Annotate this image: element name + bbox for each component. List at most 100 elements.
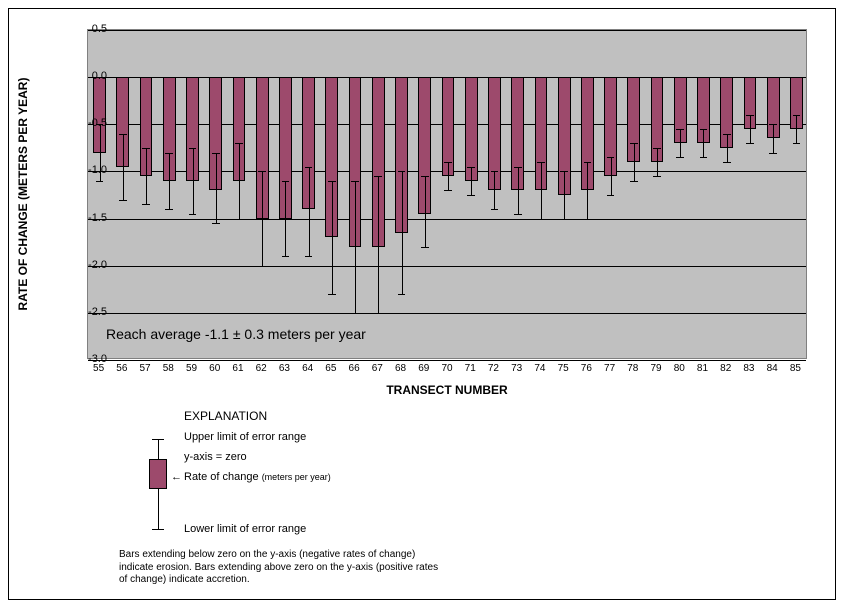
error-upper-cap: [467, 167, 475, 168]
error-upper-cap: [165, 153, 173, 154]
x-tick-label: 84: [767, 363, 778, 374]
x-axis-title: TRANSECT NUMBER: [87, 383, 807, 397]
error-lower-cap: [119, 200, 127, 201]
error-upper-cap: [676, 129, 684, 130]
error-upper: [494, 171, 495, 190]
error-lower: [541, 190, 542, 218]
y-tick-label: 0.0: [67, 70, 107, 82]
error-lower: [773, 138, 774, 152]
error-upper: [169, 153, 170, 181]
error-lower: [402, 233, 403, 294]
error-lower: [123, 167, 124, 200]
error-upper-cap: [630, 143, 638, 144]
error-lower: [332, 237, 333, 294]
error-upper-cap: [305, 167, 313, 168]
error-upper-cap: [746, 115, 754, 116]
x-tick-label: 71: [465, 363, 476, 374]
error-lower-cap: [769, 153, 777, 154]
reach-annotation: Reach average -1.1 ± 0.3 meters per year: [106, 326, 366, 342]
y-tick-label: -2.5: [67, 306, 107, 318]
error-lower-cap: [444, 190, 452, 191]
error-lower-cap: [653, 176, 661, 177]
error-upper-cap: [584, 162, 592, 163]
error-lower: [518, 190, 519, 214]
legend-note: Bars extending below zero on the y-axis …: [119, 549, 439, 587]
error-upper-cap: [537, 162, 545, 163]
error-lower: [448, 176, 449, 190]
error-upper: [448, 162, 449, 176]
error-upper-cap: [653, 148, 661, 149]
error-upper: [773, 124, 774, 138]
error-upper: [285, 181, 286, 219]
plot-area: Reach average -1.1 ± 0.3 meters per year: [87, 29, 807, 359]
plot-inner: [88, 30, 806, 358]
error-lower: [750, 129, 751, 143]
error-upper: [541, 162, 542, 190]
x-tick-label: 85: [790, 363, 801, 374]
x-tick-label: 64: [302, 363, 313, 374]
gridline: [88, 360, 806, 361]
x-tick-label: 61: [232, 363, 243, 374]
error-upper-cap: [514, 167, 522, 168]
error-upper: [123, 134, 124, 167]
error-lower: [169, 181, 170, 209]
error-lower-cap: [189, 214, 197, 215]
error-lower: [146, 176, 147, 204]
error-lower-cap: [165, 209, 173, 210]
error-lower: [285, 219, 286, 257]
error-upper: [634, 143, 635, 162]
error-upper: [471, 167, 472, 181]
error-upper: [750, 115, 751, 129]
error-lower-cap: [584, 219, 592, 220]
error-upper-cap: [212, 153, 220, 154]
error-lower: [262, 219, 263, 266]
error-lower: [727, 148, 728, 162]
x-tick-label: 78: [627, 363, 638, 374]
error-lower-cap: [374, 313, 382, 314]
x-tick-label: 56: [116, 363, 127, 374]
legend-lower-whisker: [158, 489, 159, 529]
error-upper: [216, 153, 217, 191]
error-lower-cap: [398, 294, 406, 295]
error-upper: [727, 134, 728, 148]
error-lower-cap: [328, 294, 336, 295]
error-lower: [564, 195, 565, 219]
error-lower-cap: [676, 157, 684, 158]
error-lower-cap: [560, 219, 568, 220]
legend-rate-unit: (meters per year): [262, 472, 331, 482]
error-upper-cap: [700, 129, 708, 130]
y-axis-title: RATE OF CHANGE (METERS PER YEAR): [16, 78, 30, 311]
y-tick-label: -1.0: [67, 164, 107, 176]
error-lower: [309, 209, 310, 256]
gridline: [88, 266, 806, 267]
error-upper-cap: [398, 171, 406, 172]
error-upper: [309, 167, 310, 209]
error-lower-cap: [212, 223, 220, 224]
error-lower-cap: [96, 181, 104, 182]
y-tick-label: -3.0: [67, 353, 107, 365]
error-upper: [680, 129, 681, 143]
legend-upper-label: Upper limit of error range: [184, 431, 306, 443]
error-upper-cap: [282, 181, 290, 182]
error-lower-cap: [746, 143, 754, 144]
error-upper-cap: [491, 171, 499, 172]
gridline: [88, 219, 806, 220]
error-lower: [355, 247, 356, 313]
error-upper: [378, 176, 379, 247]
error-upper: [402, 171, 403, 232]
error-lower: [193, 181, 194, 214]
x-tick-label: 66: [349, 363, 360, 374]
error-upper-cap: [723, 134, 731, 135]
error-upper: [146, 148, 147, 176]
x-tick-label: 80: [674, 363, 685, 374]
x-tick-label: 63: [279, 363, 290, 374]
error-upper: [425, 176, 426, 214]
error-lower: [634, 162, 635, 181]
x-tick-label: 75: [558, 363, 569, 374]
error-lower-cap: [282, 256, 290, 257]
error-lower: [680, 143, 681, 157]
y-tick-label: 0.5: [67, 23, 107, 35]
legend-yaxis-zero-label: y-axis = zero: [184, 451, 247, 463]
error-lower: [216, 190, 217, 223]
legend-rate-label: Rate of change (meters per year): [184, 471, 331, 483]
